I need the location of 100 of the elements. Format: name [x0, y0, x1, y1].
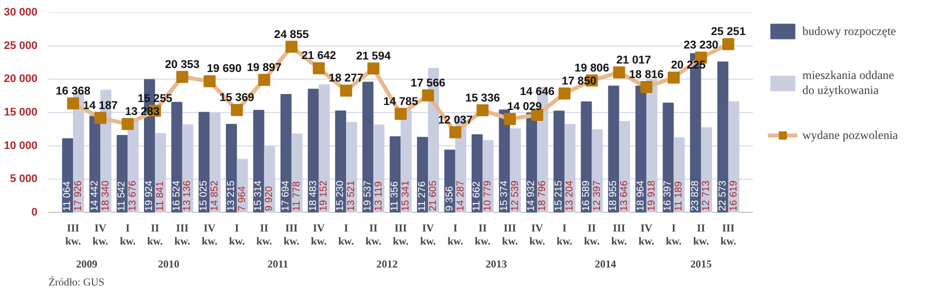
- data-label: 19 806: [574, 62, 610, 74]
- data-label: 12 713: [700, 180, 712, 212]
- text: 2009: [76, 260, 98, 270]
- y-tick-label: 25 000: [4, 40, 38, 52]
- data-label: 19 897: [246, 62, 282, 74]
- data-label: 14 646: [520, 86, 555, 98]
- bar: [362, 82, 374, 212]
- bar: [619, 121, 630, 212]
- data-label: 15 374: [498, 180, 510, 212]
- x-tick-label: III kw.: [502, 224, 518, 248]
- data-label: 13 676: [128, 180, 139, 212]
- data-label: 14 785: [383, 96, 418, 108]
- data-label: 16 397: [662, 180, 674, 212]
- data-label: 17 566: [410, 77, 446, 90]
- bar: [373, 124, 384, 212]
- x-tick-label: II kw.: [366, 224, 382, 248]
- data-label: 22 573: [717, 180, 728, 212]
- data-label: 18 955: [608, 180, 620, 212]
- data-label: 17 926: [73, 180, 84, 212]
- bar: [728, 101, 740, 212]
- y-tick-label: 20 000: [4, 73, 38, 86]
- data-label: 15 230: [335, 180, 346, 212]
- data-label: 13 204: [564, 180, 576, 212]
- x-tick-label: I kw.: [229, 224, 246, 248]
- text: 2013: [486, 260, 507, 270]
- data-label: 16 368: [56, 85, 90, 98]
- data-label: 14 287: [455, 180, 466, 212]
- data-label: 11 064: [62, 180, 74, 212]
- data-label: 13 646: [619, 180, 630, 212]
- bar: [592, 129, 603, 212]
- data-label: 11 778: [291, 180, 302, 212]
- text: 2011: [267, 260, 288, 270]
- x-tick-label: II kw.: [147, 224, 164, 248]
- bar: [717, 62, 728, 212]
- data-label: 11 356: [390, 180, 401, 212]
- x-tick-label: IV kw.: [202, 224, 218, 248]
- data-label: 25 251: [710, 26, 746, 38]
- data-label: 16 619: [728, 180, 740, 212]
- data-label: 13 136: [182, 180, 194, 212]
- text: Źródło: GUS: [48, 276, 105, 288]
- y-tick-label: 10 000: [4, 140, 38, 152]
- data-label: 18 816: [629, 69, 664, 82]
- data-label: 12 539: [510, 180, 521, 212]
- bar: [210, 112, 221, 212]
- bar: [280, 94, 292, 212]
- y-tick-label: 15 000: [4, 106, 38, 118]
- x-tick-label: III kw.: [174, 224, 190, 248]
- bar: [662, 102, 674, 212]
- data-label: 21 642: [301, 50, 336, 62]
- data-label: 16 524: [171, 180, 182, 212]
- x-tick-label: II kw.: [693, 224, 710, 248]
- data-label: 19 690: [206, 63, 242, 76]
- bar: [154, 133, 166, 212]
- bar: [335, 110, 346, 212]
- data-label: 11 276: [417, 180, 428, 212]
- data-label: 12 037: [438, 114, 473, 126]
- data-label: 21 017: [616, 54, 652, 66]
- bar: [346, 122, 358, 212]
- data-label: 14 442: [89, 180, 100, 212]
- data-label: 15 025: [198, 180, 210, 212]
- x-tick-label: IV kw.: [529, 224, 546, 248]
- bar: [554, 110, 565, 212]
- data-label: 15 336: [465, 92, 500, 104]
- data-label: 7 964: [236, 186, 248, 212]
- x-tick-label: IV kw.: [420, 224, 436, 248]
- bar: [253, 110, 264, 212]
- data-label: 20 353: [164, 58, 200, 71]
- data-label: 14 029: [507, 100, 542, 113]
- data-label: 18 483: [308, 180, 319, 212]
- data-label: 15 215: [554, 180, 565, 212]
- text: 2012: [376, 260, 398, 270]
- data-label: 11 189: [674, 180, 685, 212]
- data-label: 12 397: [592, 180, 603, 212]
- data-label: 16 589: [580, 180, 592, 212]
- y-tick-label: 0: [31, 206, 38, 218]
- data-label: 13 521: [346, 180, 358, 212]
- data-label: 9 356: [444, 186, 456, 212]
- x-tick-label: I kw.: [447, 224, 464, 248]
- bar: [198, 112, 210, 212]
- bar: [182, 124, 194, 212]
- legend-label: wydane pozwolenia: [802, 128, 898, 142]
- data-label: 18 277: [328, 72, 364, 85]
- x-tick-label: III kw.: [284, 224, 300, 248]
- bar: [226, 124, 237, 212]
- bar: [291, 133, 302, 212]
- x-tick-label: III kw.: [611, 224, 628, 248]
- data-label: 11 542: [116, 180, 128, 212]
- data-label: 10 779: [482, 180, 494, 212]
- data-label: 15 369: [220, 92, 254, 104]
- text: 2015: [690, 260, 712, 270]
- data-label: 19 924: [144, 180, 156, 212]
- y-tick-label: 5 000: [10, 173, 38, 186]
- bar: [700, 127, 712, 212]
- data-label: 21 594: [356, 50, 392, 63]
- y-tick-label: 30 000: [4, 6, 38, 18]
- data-label: 23 828: [690, 180, 702, 212]
- x-tick-label: II kw.: [584, 224, 600, 248]
- data-label: 13 215: [226, 180, 237, 212]
- bar: [318, 84, 330, 212]
- x-tick-label: I kw.: [556, 224, 573, 248]
